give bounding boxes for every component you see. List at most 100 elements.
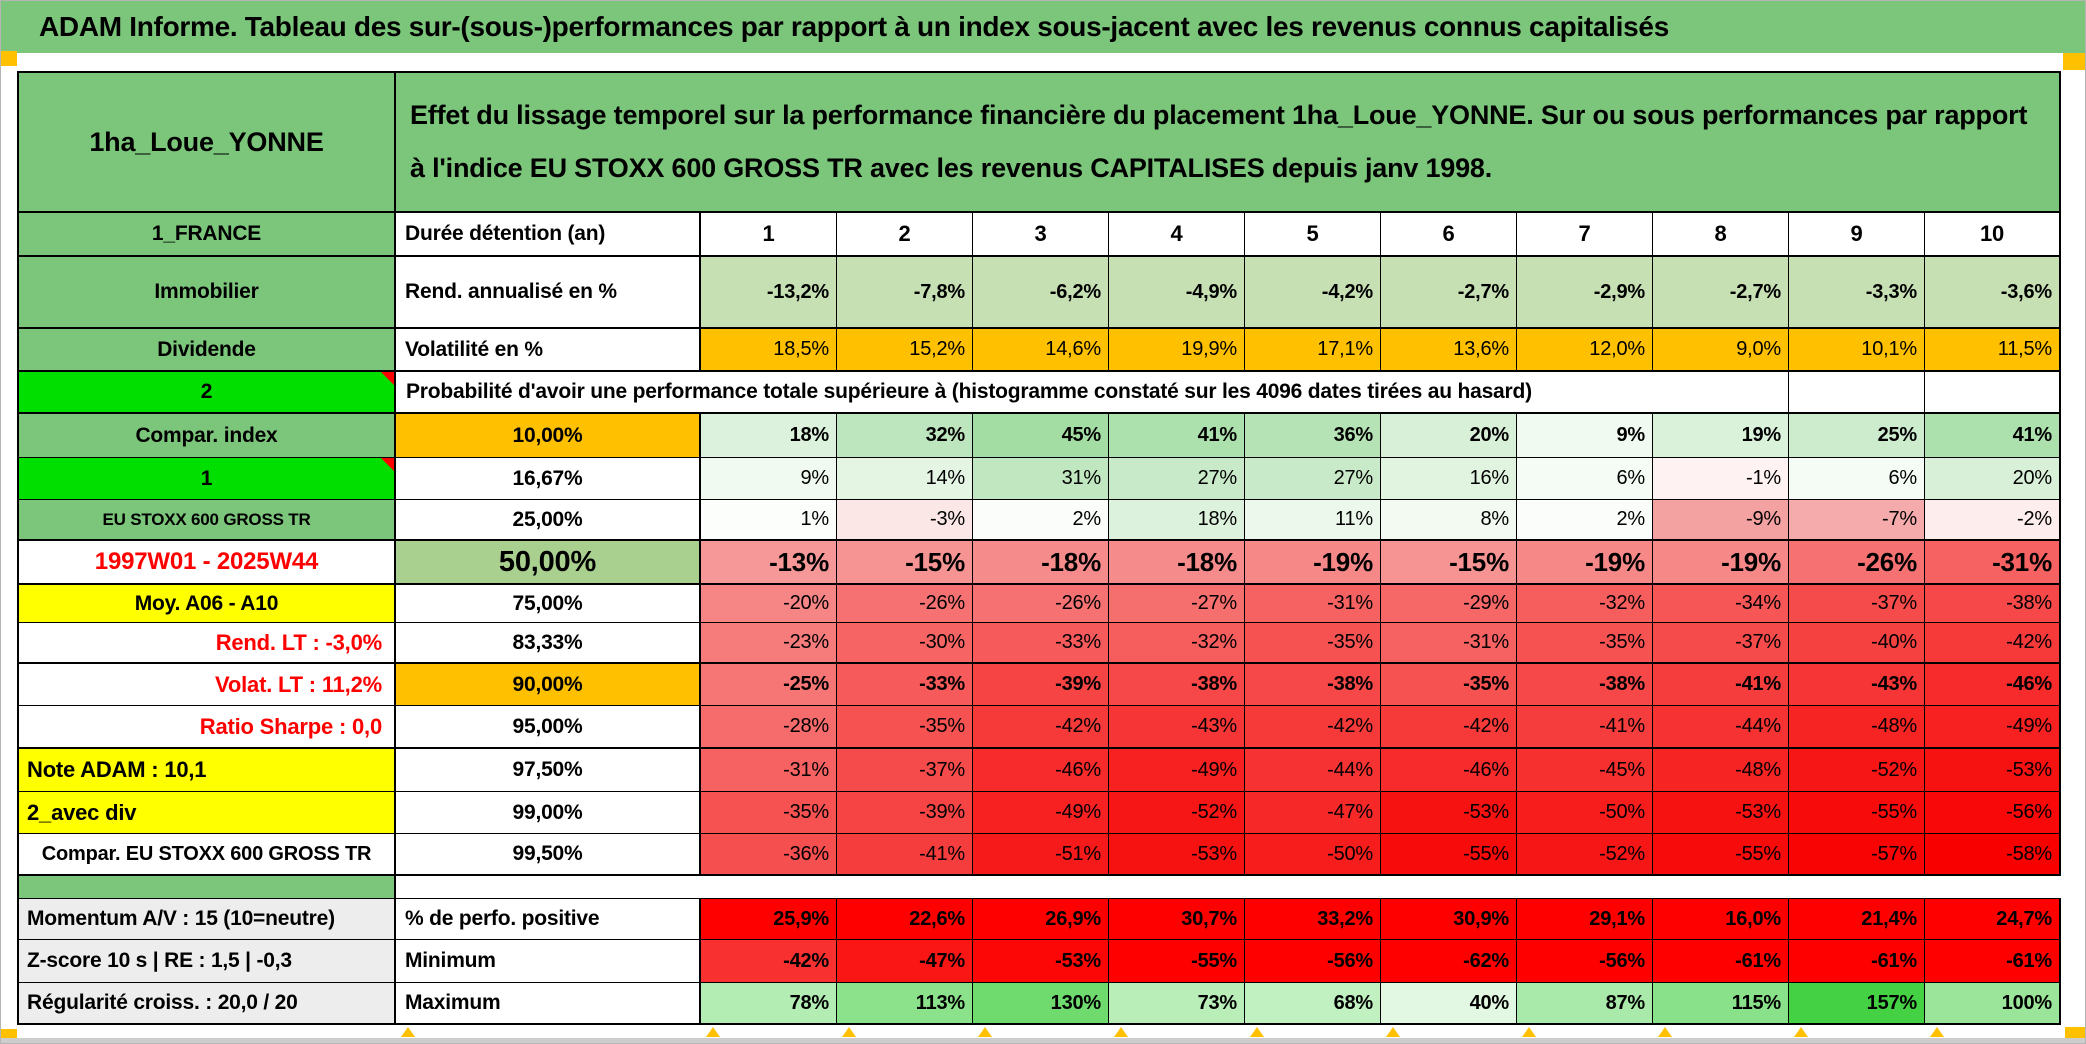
cell-max-col4[interactable]: 73% (1109, 983, 1245, 1025)
row-label-pos[interactable]: Momentum A/V : 15 (10=neutre) (17, 898, 396, 940)
cell-pos-col2[interactable]: 22,6% (837, 898, 973, 940)
row-label-p10[interactable]: Compar. index (17, 414, 396, 458)
cell-p25-col4[interactable]: 18% (1109, 500, 1245, 541)
cell-p10-col4[interactable]: 41% (1109, 414, 1245, 458)
cell-p75-col8[interactable]: -34% (1653, 585, 1789, 623)
row-label-p50[interactable]: 1997W01 - 2025W44 (17, 541, 396, 585)
row-header-duration[interactable]: Durée détention (an) (396, 213, 701, 257)
cell-p10-col8[interactable]: 19% (1653, 414, 1789, 458)
cell-p1667-col5[interactable]: 27% (1245, 458, 1381, 500)
cell-p95-col9[interactable]: -48% (1789, 706, 1925, 749)
empty-cell[interactable] (1789, 372, 1925, 414)
cell-p90-col1[interactable]: -25% (701, 664, 837, 706)
cell-p10-col9[interactable]: 25% (1789, 414, 1925, 458)
cell-p90-col5[interactable]: -38% (1245, 664, 1381, 706)
row-label-p975[interactable]: Note ADAM : 10,1 (17, 749, 396, 792)
cell-p75-col2[interactable]: -26% (837, 585, 973, 623)
cell-min-col1[interactable]: -42% (701, 940, 837, 983)
cell-pos-col8[interactable]: 16,0% (1653, 898, 1789, 940)
cell-p1667-col8[interactable]: -1% (1653, 458, 1789, 500)
cell-p8333-col2[interactable]: -30% (837, 623, 973, 664)
cell-p50-col9[interactable]: -26% (1789, 541, 1925, 585)
cell-p25-col10[interactable]: -2% (1925, 500, 2061, 541)
cell-p25-col7[interactable]: 2% (1517, 500, 1653, 541)
row-label-p25[interactable]: EU STOXX 600 GROSS TR (17, 500, 396, 541)
cell-max-col2[interactable]: 113% (837, 983, 973, 1025)
cell-p8333-col7[interactable]: -35% (1517, 623, 1653, 664)
row-header-pos[interactable]: % de perfo. positive (396, 898, 701, 940)
cell-p995-col1[interactable]: -36% (701, 834, 837, 876)
row-header-p90[interactable]: 90,00% (396, 664, 701, 706)
cell-min-col7[interactable]: -56% (1517, 940, 1653, 983)
cell-pos-col6[interactable]: 30,9% (1381, 898, 1517, 940)
row-label-duration[interactable]: 1_FRANCE (17, 213, 396, 257)
cell-annualized-col1[interactable]: -13,2% (701, 257, 837, 329)
cell-p1667-col7[interactable]: 6% (1517, 458, 1653, 500)
empty-cell[interactable] (1925, 372, 2061, 414)
cell-p995-col4[interactable]: -53% (1109, 834, 1245, 876)
cell-p90-col9[interactable]: -43% (1789, 664, 1925, 706)
cell-volatility-col10[interactable]: 11,5% (1925, 329, 2061, 372)
cell-max-col1[interactable]: 78% (701, 983, 837, 1025)
cell-p90-col6[interactable]: -35% (1381, 664, 1517, 706)
cell-p25-col1[interactable]: 1% (701, 500, 837, 541)
cell-p75-col4[interactable]: -27% (1109, 585, 1245, 623)
cell-p10-col5[interactable]: 36% (1245, 414, 1381, 458)
row-label-prob[interactable]: 2 (17, 372, 396, 414)
cell-p995-col3[interactable]: -51% (973, 834, 1109, 876)
cell-p90-col3[interactable]: -39% (973, 664, 1109, 706)
row-header-p99[interactable]: 99,00% (396, 792, 701, 834)
cell-pos-col9[interactable]: 21,4% (1789, 898, 1925, 940)
cell-p90-col8[interactable]: -41% (1653, 664, 1789, 706)
cell-pos-col1[interactable]: 25,9% (701, 898, 837, 940)
cell-p1667-col2[interactable]: 14% (837, 458, 973, 500)
cell-p10-col1[interactable]: 18% (701, 414, 837, 458)
cell-p99-col1[interactable]: -35% (701, 792, 837, 834)
cell-p50-col1[interactable]: -13% (701, 541, 837, 585)
cell-annualized-col5[interactable]: -4,2% (1245, 257, 1381, 329)
cell-p975-col1[interactable]: -31% (701, 749, 837, 792)
cell-duration-col3[interactable]: 3 (973, 213, 1109, 257)
cell-duration-col2[interactable]: 2 (837, 213, 973, 257)
cell-p995-col2[interactable]: -41% (837, 834, 973, 876)
cell-p975-col9[interactable]: -52% (1789, 749, 1925, 792)
cell-p95-col3[interactable]: -42% (973, 706, 1109, 749)
cell-p95-col6[interactable]: -42% (1381, 706, 1517, 749)
cell-p75-col7[interactable]: -32% (1517, 585, 1653, 623)
cell-p8333-col8[interactable]: -37% (1653, 623, 1789, 664)
cell-p25-col2[interactable]: -3% (837, 500, 973, 541)
cell-min-col8[interactable]: -61% (1653, 940, 1789, 983)
cell-duration-col4[interactable]: 4 (1109, 213, 1245, 257)
cell-pos-col10[interactable]: 24,7% (1925, 898, 2061, 940)
cell-min-col6[interactable]: -62% (1381, 940, 1517, 983)
cell-p975-col10[interactable]: -53% (1925, 749, 2061, 792)
row-header-annualized[interactable]: Rend. annualisé en % (396, 257, 701, 329)
cell-p90-col2[interactable]: -33% (837, 664, 973, 706)
cell-max-col10[interactable]: 100% (1925, 983, 2061, 1025)
row-header-p50[interactable]: 50,00% (396, 541, 701, 585)
cell-p10-col7[interactable]: 9% (1517, 414, 1653, 458)
cell-p99-col9[interactable]: -55% (1789, 792, 1925, 834)
row-label-max[interactable]: Régularité croiss. : 20,0 / 20 (17, 983, 396, 1025)
cell-p90-col10[interactable]: -46% (1925, 664, 2061, 706)
cell-p10-col6[interactable]: 20% (1381, 414, 1517, 458)
cell-p90-col7[interactable]: -38% (1517, 664, 1653, 706)
cell-p8333-col6[interactable]: -31% (1381, 623, 1517, 664)
cell-annualized-col10[interactable]: -3,6% (1925, 257, 2061, 329)
cell-p25-col6[interactable]: 8% (1381, 500, 1517, 541)
cell-p975-col2[interactable]: -37% (837, 749, 973, 792)
cell-p50-col10[interactable]: -31% (1925, 541, 2061, 585)
cell-p50-col8[interactable]: -19% (1653, 541, 1789, 585)
cell-annualized-col8[interactable]: -2,7% (1653, 257, 1789, 329)
cell-p8333-col9[interactable]: -40% (1789, 623, 1925, 664)
cell-min-col9[interactable]: -61% (1789, 940, 1925, 983)
row-label-volatility[interactable]: Dividende (17, 329, 396, 372)
cell-p25-col5[interactable]: 11% (1245, 500, 1381, 541)
cell-volatility-col9[interactable]: 10,1% (1789, 329, 1925, 372)
cell-p99-col4[interactable]: -52% (1109, 792, 1245, 834)
cell-p90-col4[interactable]: -38% (1109, 664, 1245, 706)
cell-p995-col6[interactable]: -55% (1381, 834, 1517, 876)
cell-p975-col5[interactable]: -44% (1245, 749, 1381, 792)
cell-p10-col10[interactable]: 41% (1925, 414, 2061, 458)
row-label-p90[interactable]: Volat. LT : 11,2% (17, 664, 396, 706)
